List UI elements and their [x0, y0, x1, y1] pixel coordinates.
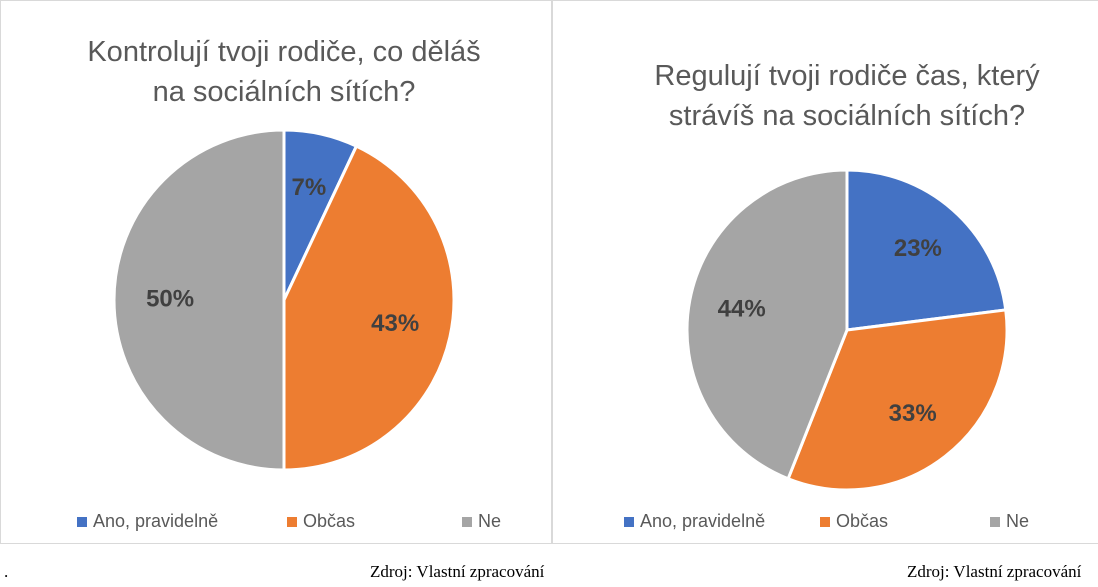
data-label: 23% — [894, 235, 942, 262]
legend-swatch — [287, 517, 297, 527]
legend-label: Ne — [478, 511, 501, 531]
data-label: 33% — [889, 400, 937, 427]
data-label: 43% — [371, 310, 419, 337]
pie-slice — [282, 144, 456, 472]
legend-label: Ano, pravidelně — [640, 511, 765, 531]
caption: . — [4, 562, 9, 581]
pie-slice — [845, 168, 1008, 332]
pie-slice — [685, 168, 849, 481]
legend-label: Občas — [303, 511, 355, 531]
data-label: 50% — [146, 285, 194, 312]
data-label: 7% — [292, 174, 327, 201]
pie-slice — [786, 308, 1009, 492]
legend-swatch — [77, 517, 87, 527]
legend-swatch — [624, 517, 634, 527]
chart-title: Regulují tvoji rodiče čas, který strávíš… — [654, 60, 1040, 132]
legend-swatch — [462, 517, 472, 527]
chart-title: Kontrolují tvoji rodiče, co děláš na soc… — [87, 36, 481, 108]
data-label: 44% — [718, 295, 766, 322]
legend-label: Ano, pravidelně — [93, 511, 218, 531]
caption: Zdroj: Vlastní zpracování — [907, 562, 1082, 581]
legend-label: Občas — [836, 511, 888, 531]
caption: Zdroj: Vlastní zpracování — [370, 562, 545, 581]
legend-swatch — [820, 517, 830, 527]
pie-slice — [112, 128, 286, 472]
legend-label: Ne — [1006, 511, 1029, 531]
legend-swatch — [990, 517, 1000, 527]
